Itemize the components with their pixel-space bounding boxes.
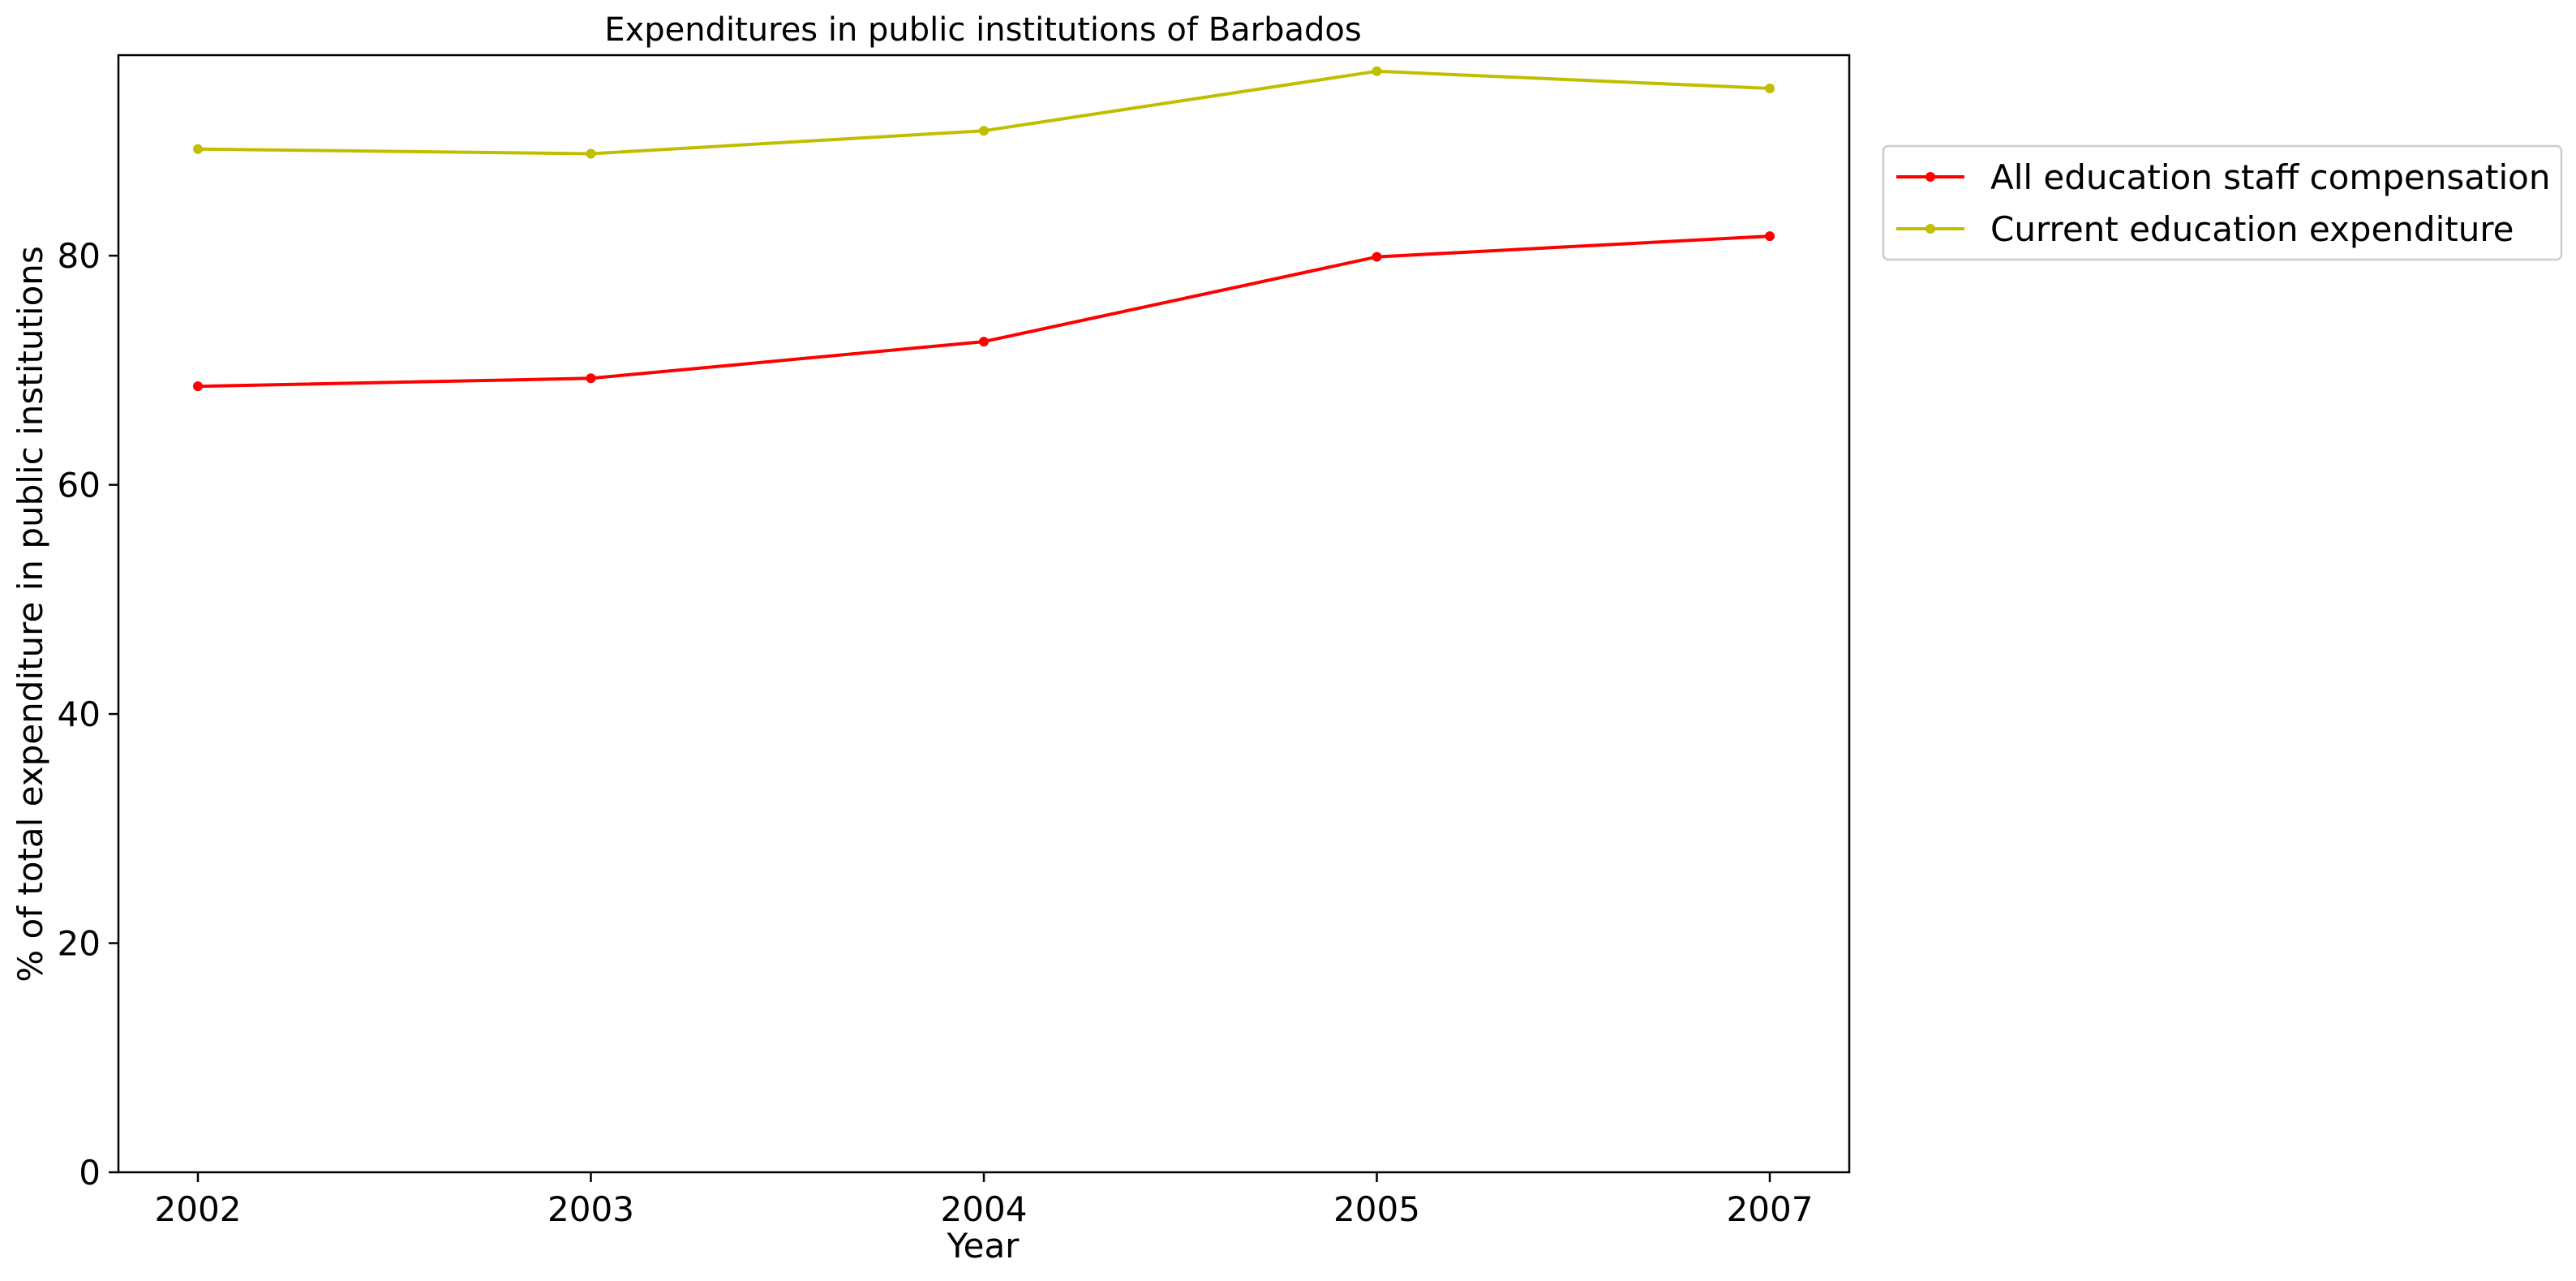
x-axis-ticks: 2002 2003 2004 2005 2007: [155, 1172, 1814, 1229]
x-tick-label: 2005: [1333, 1189, 1420, 1229]
series-line-0: [197, 234, 1771, 389]
y-tick-label: 20: [58, 924, 101, 964]
series-line-1: [197, 69, 1771, 156]
series-0-point: [586, 373, 596, 384]
series-0-point: [1765, 231, 1775, 242]
x-tick-label: 2002: [155, 1189, 242, 1229]
plot-area-frame: [117, 54, 1851, 1174]
series-1-point: [193, 144, 203, 154]
x-tick-label: 2004: [941, 1189, 1028, 1229]
series-1-point: [1372, 66, 1382, 76]
y-tick-label: 60: [58, 466, 101, 505]
legend-swatch-marker: [1926, 224, 1935, 234]
y-tick-label: 40: [58, 694, 101, 734]
y-axis-label: % of total expenditure in public institu…: [11, 246, 50, 982]
legend-label: Current education expenditure: [1990, 209, 2514, 249]
legend-swatch-marker: [1926, 172, 1935, 182]
series-0-point: [979, 337, 989, 347]
series-0-point: [1372, 251, 1382, 262]
series-1-point: [1765, 83, 1775, 93]
series-0-point: [193, 381, 203, 392]
series-1-point: [586, 148, 596, 159]
series-layer: [193, 66, 1775, 392]
legend: All education staff compensation Current …: [1882, 144, 2563, 261]
y-tick-label: 0: [79, 1153, 101, 1193]
chart-title: Expenditures in public institutions of B…: [604, 11, 1361, 49]
x-axis-label: Year: [947, 1226, 1020, 1266]
x-tick-label: 2003: [547, 1189, 634, 1229]
legend-frame: [1882, 144, 2563, 261]
x-tick-label: 2007: [1727, 1189, 1814, 1229]
y-axis-ticks: 0 20 40 60 80: [58, 236, 118, 1193]
series-1-point: [979, 126, 989, 136]
y-tick-label: 80: [58, 236, 101, 276]
legend-label: All education staff compensation: [1990, 157, 2550, 197]
